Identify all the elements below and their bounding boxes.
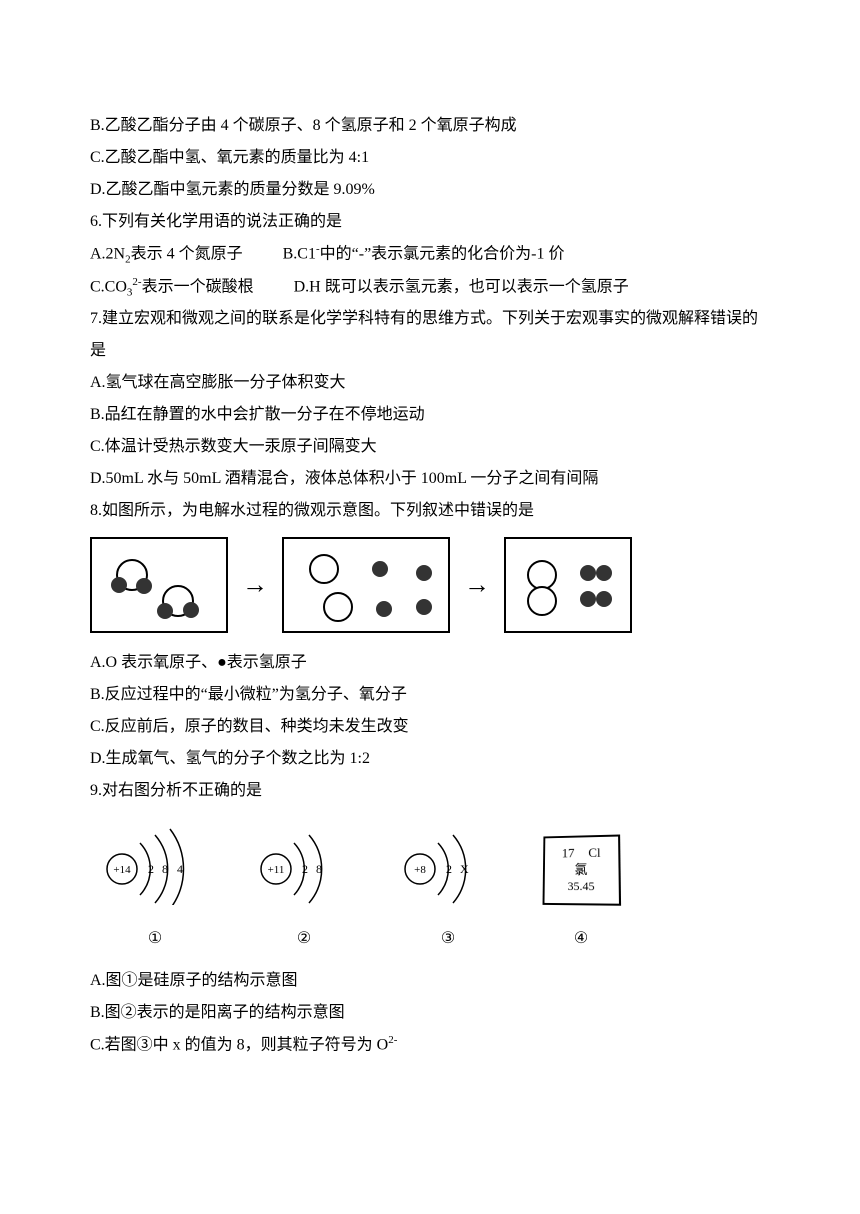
q6-options-row1: A.2N2表示 4 个氮原子 B.C1-中的“-”表示氯元素的化合价为-1 价 (90, 238, 770, 271)
atom-2-core: +11 (268, 864, 285, 876)
question-9: 9.对右图分析不正确的是 (90, 775, 770, 807)
q8-c: C.反应前后，原子的数目、种类均未发生改变 (90, 711, 770, 743)
label-1: ① (148, 923, 162, 955)
q7-b: B.品红在静置的水中会扩散一分子在不停地运动 (90, 399, 770, 431)
q8-a: A.O 表示氧原子、●表示氢原子 (90, 647, 770, 679)
periodic-cell: 17 Cl 氯 35.45 (543, 835, 622, 906)
atom-1: +14 2 8 4 ① (100, 825, 210, 955)
q6-options-row2: C.CO32-表示一个碳酸根 D.H 既可以表示氢元素，也可以表示一个氢原子 (90, 271, 770, 304)
atoms-separated-icon (284, 539, 452, 635)
label-4: ④ (574, 923, 588, 955)
q8-b: B.反应过程中的“最小微粒”为氢分子、氧分子 (90, 679, 770, 711)
label-2: ② (297, 923, 311, 955)
superscript-2minus: 2- (388, 1034, 397, 1046)
q9-a: A.图①是硅原子的结构示意图 (90, 965, 770, 997)
q9-c-text: C.若图③中 x 的值为 8，则其粒子符号为 O (90, 1036, 388, 1053)
question-6: 6.下列有关化学用语的说法正确的是 (90, 206, 770, 238)
products-icon (506, 539, 634, 635)
atom-3: +8 2 X ③ (398, 825, 498, 955)
superscript-2minus: 2- (132, 276, 141, 288)
q6-b-text: 中的“-”表示氯元素的化合价为-1 价 (320, 245, 565, 262)
atom-1-core: +14 (113, 864, 131, 876)
q9-c: C.若图③中 x 的值为 8，则其粒子符号为 O2- (90, 1029, 770, 1061)
water-molecules-icon (92, 539, 230, 635)
q9-b: B.图②表示的是阳离子的结构示意图 (90, 997, 770, 1029)
q6-c-text: 表示一个碳酸根 (142, 278, 254, 295)
atom-2-shell-1: 2 (302, 862, 308, 876)
q8-d: D.生成氧气、氢气的分子个数之比为 1:2 (90, 743, 770, 775)
diagram-box-1 (90, 537, 228, 633)
atom-1-shell-2: 8 (162, 862, 168, 876)
option-d: D.乙酸乙酯中氢元素的质量分数是 9.09% (90, 174, 770, 206)
atom-2-icon: +11 2 8 (254, 825, 354, 905)
diagram-box-2 (282, 537, 450, 633)
atom-1-shell-1: 2 (148, 862, 154, 876)
element-box: 17 Cl 氯 35.45 ④ (542, 835, 620, 955)
atom-3-icon: +8 2 X (398, 825, 498, 905)
q7-d: D.50mL 水与 50mL 酒精混合，液体总体积小于 100mL 一分子之间有… (90, 463, 770, 495)
atom-3-core: +8 (414, 864, 426, 876)
label-3: ③ (441, 923, 455, 955)
atom-1-shell-3: 4 (177, 862, 183, 876)
atom-2-shell-2: 8 (316, 862, 322, 876)
electrolysis-diagram: → → (90, 537, 770, 633)
arrow-right-icon: → (242, 572, 268, 598)
q6-c-prefix: C.CO (90, 278, 127, 295)
atomic-number: 17 (562, 846, 575, 863)
question-7: 7.建立宏观和微观之间的联系是化学学科特有的思维方式。下列关于宏观事实的微观解释… (90, 303, 770, 367)
q6-d-text: D.H 既可以表示氢元素，也可以表示一个氢原子 (294, 278, 629, 295)
q6-a-text: 表示 4 个氮原子 (131, 245, 243, 262)
arrow-right-icon: → (464, 572, 490, 598)
atom-diagrams: +14 2 8 4 ① +11 2 8 ② +8 2 X ③ (100, 825, 770, 955)
q6-a-prefix: A.2N (90, 245, 125, 262)
q7-c: C.体温计受热示数变大一汞原子间隔变大 (90, 431, 770, 463)
q7-a: A.氢气球在高空膨胀一分子体积变大 (90, 367, 770, 399)
diagram-box-3 (504, 537, 632, 633)
q6-b-prefix: B.C1 (283, 245, 316, 262)
element-symbol: Cl (588, 845, 600, 862)
atom-2: +11 2 8 ② (254, 825, 354, 955)
atomic-mass: 35.45 (568, 879, 595, 895)
option-b: B.乙酸乙酯分子由 4 个碳原子、8 个氢原子和 2 个氧原子构成 (90, 110, 770, 142)
question-8: 8.如图所示，为电解水过程的微观示意图。下列叙述中错误的是 (90, 495, 770, 527)
atom-1-icon: +14 2 8 4 (100, 825, 210, 905)
element-name: 氯 (575, 862, 588, 879)
atom-3-shell-2: X (460, 862, 469, 876)
option-c: C.乙酸乙酯中氢、氧元素的质量比为 4:1 (90, 142, 770, 174)
atom-3-shell-1: 2 (446, 862, 452, 876)
